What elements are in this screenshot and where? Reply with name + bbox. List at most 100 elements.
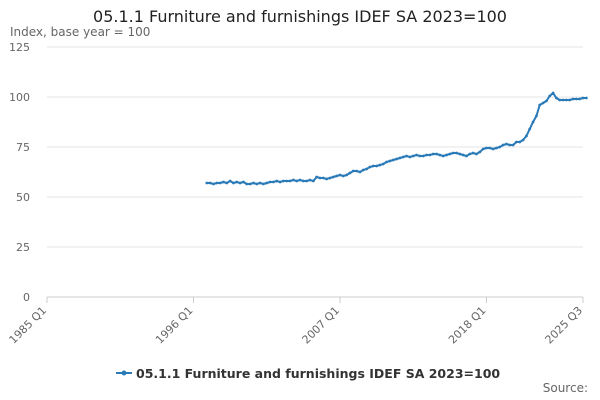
data-point (255, 182, 259, 186)
data-point (564, 98, 568, 102)
data-point (291, 178, 295, 182)
data-point (465, 154, 468, 158)
data-point (225, 181, 229, 185)
data-point (335, 174, 339, 178)
x-tick-label: 2018 Q1 (446, 304, 489, 347)
data-point (248, 182, 252, 186)
data-point (491, 147, 495, 151)
x-tick-label: 2025 Q3 (543, 304, 586, 347)
data-point (538, 103, 542, 107)
data-point (318, 176, 322, 180)
data-point (468, 152, 472, 156)
data-point (371, 164, 375, 168)
data-point (558, 98, 562, 102)
data-point (341, 174, 345, 178)
x-tick-label: 2007 Q1 (300, 304, 343, 347)
legend-marker (121, 370, 127, 376)
chart-title: 05.1.1 Furniture and furnishings IDEF SA… (93, 7, 507, 26)
y-tick-label: 125 (9, 41, 30, 54)
data-point (348, 171, 352, 175)
data-point (315, 175, 319, 179)
data-point (351, 169, 355, 173)
data-point (418, 154, 422, 158)
data-point (518, 140, 522, 144)
data-point (455, 151, 458, 155)
data-point (488, 146, 492, 150)
data-point (295, 179, 299, 183)
data-point (584, 96, 588, 100)
data-point (321, 176, 325, 180)
data-point (228, 179, 232, 183)
data-point (375, 164, 378, 168)
data-point (355, 169, 359, 173)
data-point (568, 98, 572, 102)
data-point (381, 162, 385, 166)
data-point (268, 180, 272, 184)
data-point (378, 163, 382, 167)
data-point (574, 97, 578, 101)
data-point (261, 182, 265, 186)
data-point (358, 170, 362, 174)
data-point (278, 180, 282, 184)
y-tick-label: 100 (9, 91, 30, 104)
data-point (395, 157, 398, 161)
source: Source: (543, 381, 588, 395)
data-point (441, 154, 445, 158)
data-point (232, 181, 235, 185)
data-point (461, 153, 465, 157)
data-point (544, 99, 548, 103)
data-point (458, 152, 462, 156)
data-point (405, 154, 408, 158)
data-point (391, 158, 395, 162)
data-point (478, 150, 482, 154)
y-axis-label: Index, base year = 100 (10, 25, 150, 39)
data-point (208, 181, 212, 185)
data-point (385, 160, 388, 164)
data-point (501, 143, 505, 147)
data-point (531, 120, 535, 124)
data-point (451, 151, 455, 155)
data-point (541, 101, 545, 105)
data-point (448, 152, 452, 156)
data-point (301, 179, 305, 183)
y-tick-label: 75 (16, 141, 30, 154)
data-point (578, 97, 582, 101)
data-point (288, 179, 292, 183)
data-point (205, 181, 209, 185)
data-point (475, 152, 478, 156)
data-point (554, 96, 558, 100)
data-point (361, 168, 365, 172)
data-point (498, 145, 502, 149)
data-point (368, 165, 372, 169)
data-point (222, 180, 225, 184)
data-point (398, 156, 402, 160)
data-point (265, 181, 269, 185)
data-point (345, 173, 349, 177)
data-point (415, 153, 418, 157)
data-point (534, 114, 538, 118)
data-point (548, 94, 552, 98)
data-point (305, 179, 309, 183)
data-point (238, 181, 242, 185)
data-point (515, 140, 518, 144)
data-point (425, 153, 428, 157)
y-tick-label: 50 (16, 191, 30, 204)
data-point (561, 98, 565, 102)
data-point (242, 180, 245, 184)
data-point (365, 167, 369, 171)
data-point (212, 182, 215, 186)
data-point (428, 153, 432, 157)
data-point (521, 138, 525, 142)
data-point (551, 91, 555, 95)
data-point (325, 177, 329, 181)
data-point (311, 179, 315, 183)
data-point (495, 146, 498, 150)
data-point (421, 154, 425, 158)
data-point (431, 152, 435, 156)
data-point (338, 173, 342, 177)
legend-label: 05.1.1 Furniture and furnishings IDEF SA… (136, 366, 500, 381)
data-point (435, 152, 438, 156)
data-point (328, 176, 332, 180)
data-point (215, 181, 219, 185)
